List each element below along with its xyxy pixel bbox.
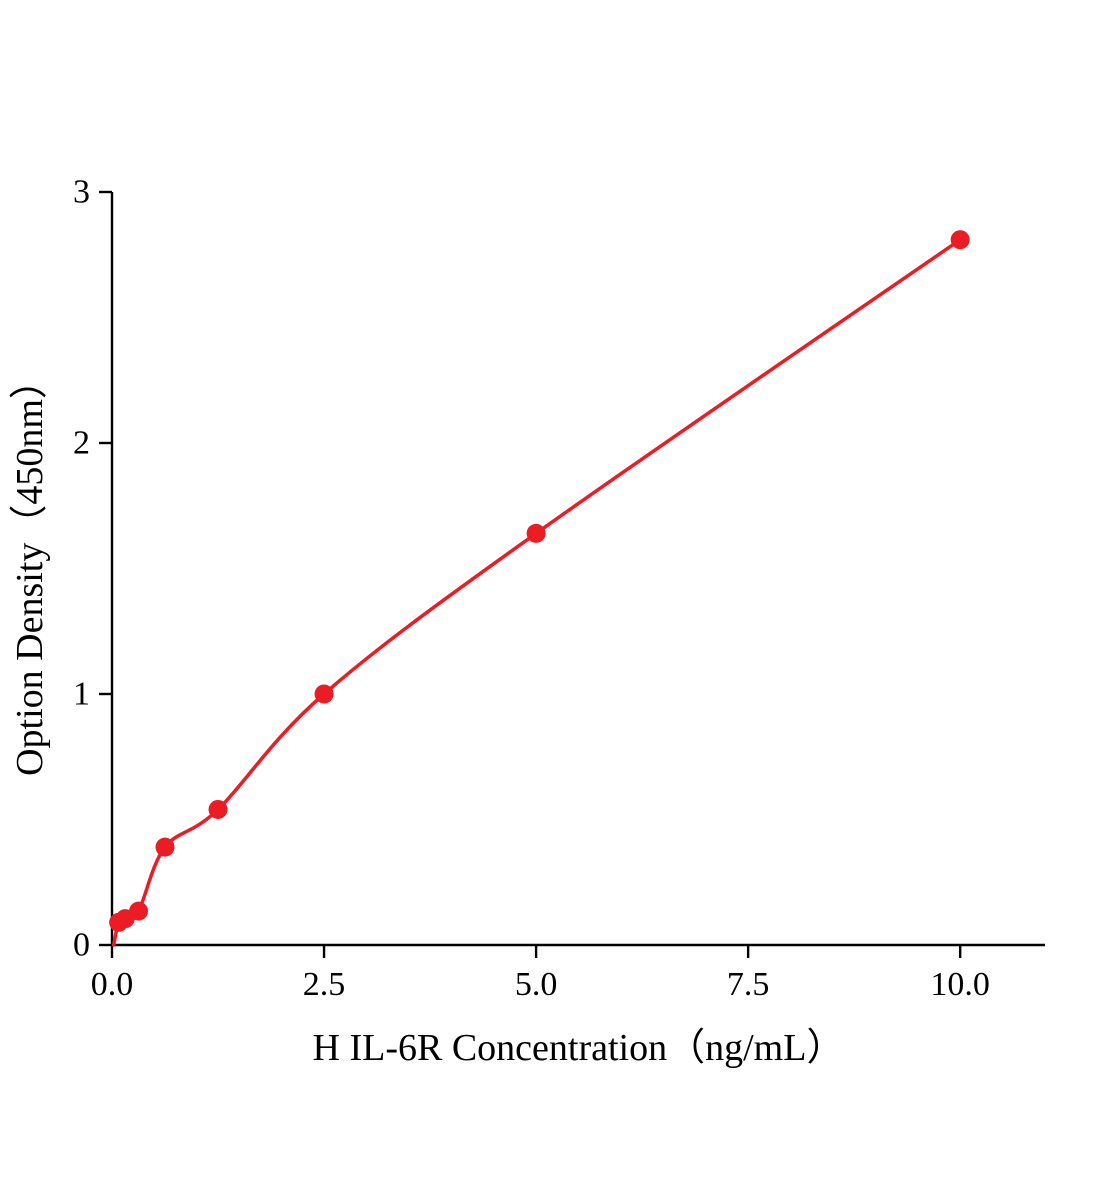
standard-curve-line	[111, 237, 962, 947]
x-axis-title: H IL-6R Concentration（ng/mL）	[313, 1027, 845, 1069]
y-tick-label: 3	[73, 174, 90, 211]
y-tick-label: 2	[73, 425, 90, 462]
data-point-marker	[129, 901, 149, 921]
x-tick-label: 10.0	[930, 966, 990, 1003]
data-point-marker	[526, 523, 546, 543]
data-point-marker	[950, 230, 970, 250]
x-tick-label: 0.0	[91, 966, 134, 1003]
data-point-marker	[314, 684, 334, 704]
y-tick-label: 0	[73, 927, 90, 964]
x-tick-label: 7.5	[727, 966, 770, 1003]
data-point-marker	[155, 837, 175, 857]
x-tick-label: 5.0	[515, 966, 558, 1003]
data-point-marker	[208, 799, 228, 819]
x-tick-label: 2.5	[303, 966, 346, 1003]
y-tick-label: 1	[73, 676, 90, 713]
y-axis-title: Option Density（450nm）	[9, 361, 51, 776]
